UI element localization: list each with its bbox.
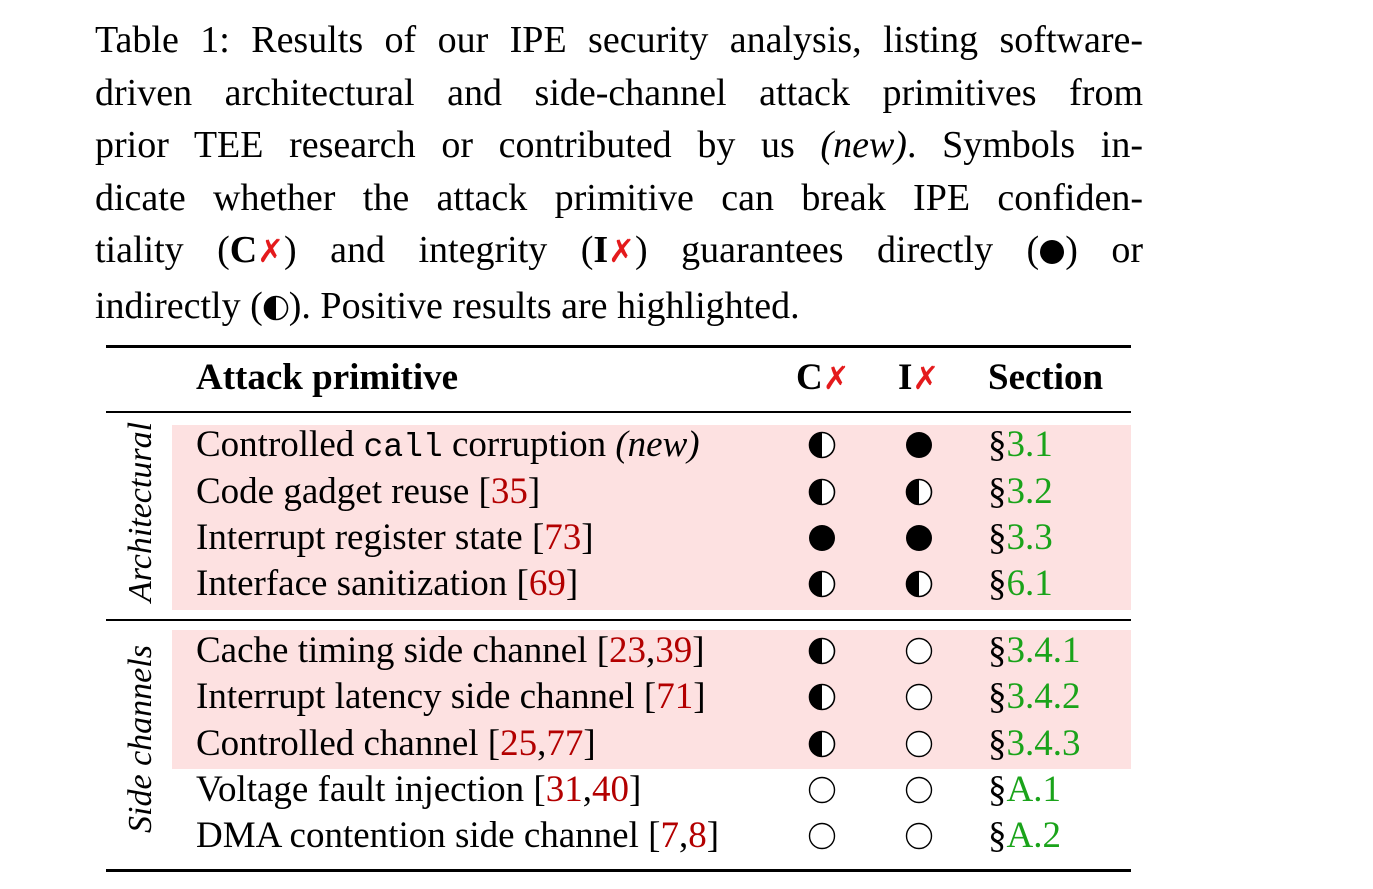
cross-mark-icon: ✗: [912, 359, 940, 397]
cross-mark-icon: ✗: [608, 232, 635, 270]
citation-link[interactable]: 40: [591, 769, 629, 810]
table-row: Code gadget reuse [35] §3.2: [0, 469, 1373, 515]
attack-primitive-name: Interrupt register state [73]: [196, 517, 594, 558]
header-attack-primitive: Attack primitive: [196, 357, 459, 398]
attack-primitive-name: Voltage fault injection [31,40]: [196, 769, 642, 810]
header-integrity: I✗: [898, 357, 940, 398]
attack-primitive-name: Controlled channel [25,77]: [196, 723, 596, 764]
empty-circle-icon: [903, 813, 935, 859]
top-rule: [106, 345, 1131, 348]
table-row: Interface sanitization [69] §6.1: [0, 561, 1373, 607]
half-circle-icon: [806, 561, 838, 607]
attack-primitive-name: DMA contention side channel [7,8]: [196, 815, 720, 856]
table-row: Interrupt latency side channel [71] §3.4.…: [0, 674, 1373, 720]
full-circle-icon: [903, 515, 935, 561]
citation-link[interactable]: 7: [660, 815, 679, 856]
highlight-side-channels: [172, 630, 1131, 769]
section-link[interactable]: §A.2: [988, 815, 1061, 856]
table-row: DMA contention side channel [7,8] §A.2: [0, 813, 1373, 859]
caption-line-2: driven architectural and side-channel at…: [95, 71, 1143, 114]
half-circle-icon: [806, 674, 838, 720]
table-row: Controlled channel [25,77] §3.4.3: [0, 721, 1373, 767]
citation-link[interactable]: 69: [528, 563, 566, 604]
attack-primitive-name: Interrupt latency side channel [71]: [196, 676, 706, 717]
empty-circle-icon: [903, 721, 935, 767]
cross-mark-icon: ✗: [822, 359, 850, 397]
empty-circle-icon: [903, 628, 935, 674]
empty-circle-icon: [903, 767, 935, 813]
section-link[interactable]: §3.4.1: [988, 630, 1081, 671]
header-rule: [106, 411, 1131, 413]
citation-link[interactable]: 25: [500, 723, 538, 764]
citation-link[interactable]: 35: [490, 471, 528, 512]
half-circle-icon: [806, 469, 838, 515]
half-circle-icon: [903, 469, 935, 515]
section-link[interactable]: §3.4.3: [988, 723, 1081, 764]
half-circle-icon: [806, 628, 838, 674]
empty-circle-icon: [806, 813, 838, 859]
header-section: Section: [988, 357, 1104, 398]
caption-line-3: prior TEE research or contributed by us …: [95, 124, 1143, 166]
table-row: Voltage fault injection [31,40] §A.1: [0, 767, 1373, 813]
table-row: Cache timing side channel [23,39] §3.4.1: [0, 628, 1373, 674]
citation-link[interactable]: 8: [688, 815, 707, 856]
section-link[interactable]: §3.4.2: [988, 676, 1081, 717]
caption-line-1: Table 1: Results of our IPE security ana…: [95, 19, 1143, 61]
bottom-rule: [106, 869, 1131, 872]
attack-primitive-name: Controlled call corruption (new): [196, 424, 700, 466]
table-row: Interrupt register state [73] §3.3: [0, 515, 1373, 561]
half-circle-icon: [806, 721, 838, 767]
mid-rule: [106, 619, 1131, 621]
full-circle-icon: [903, 422, 935, 468]
caption-line-4: dicate whether the attack primitive can …: [95, 176, 1143, 219]
section-link[interactable]: §6.1: [988, 563, 1053, 604]
attack-primitive-name: Code gadget reuse [35]: [196, 471, 541, 512]
section-link[interactable]: §3.1: [988, 424, 1053, 465]
attack-primitive-name: Cache timing side channel [23,39]: [196, 630, 705, 671]
citation-link[interactable]: 31: [545, 769, 583, 810]
citation-link[interactable]: 71: [656, 676, 694, 717]
half-circle-icon: [263, 283, 289, 336]
table-caption: Table 1: Results of our IPE security ana…: [95, 14, 1143, 335]
half-circle-icon: [806, 422, 838, 468]
full-circle-icon: [806, 515, 838, 561]
citation-link[interactable]: 73: [544, 517, 582, 558]
citation-link[interactable]: 23: [609, 630, 647, 671]
section-link[interactable]: §A.1: [988, 769, 1061, 810]
half-circle-icon: [903, 561, 935, 607]
empty-circle-icon: [806, 767, 838, 813]
cross-mark-icon: ✗: [257, 232, 285, 270]
highlight-architectural: [172, 425, 1131, 610]
empty-circle-icon: [903, 674, 935, 720]
attack-primitive-name: Interface sanitization [69]: [196, 563, 579, 604]
code-token: call: [363, 429, 443, 466]
full-circle-icon: [1039, 227, 1065, 280]
table-row: Controlled call corruption (new) §3.1: [0, 422, 1373, 468]
section-link[interactable]: §3.3: [988, 517, 1053, 558]
citation-link[interactable]: 77: [546, 723, 584, 764]
caption-line-6: indirectly (). Positive results are high…: [95, 280, 1143, 336]
caption-line-5: tiality (C✗) and integrity (I✗) guarante…: [95, 224, 1143, 280]
section-link[interactable]: §3.2: [988, 471, 1053, 512]
citation-link[interactable]: 39: [655, 630, 693, 671]
header-confidentiality: C✗: [796, 357, 850, 398]
